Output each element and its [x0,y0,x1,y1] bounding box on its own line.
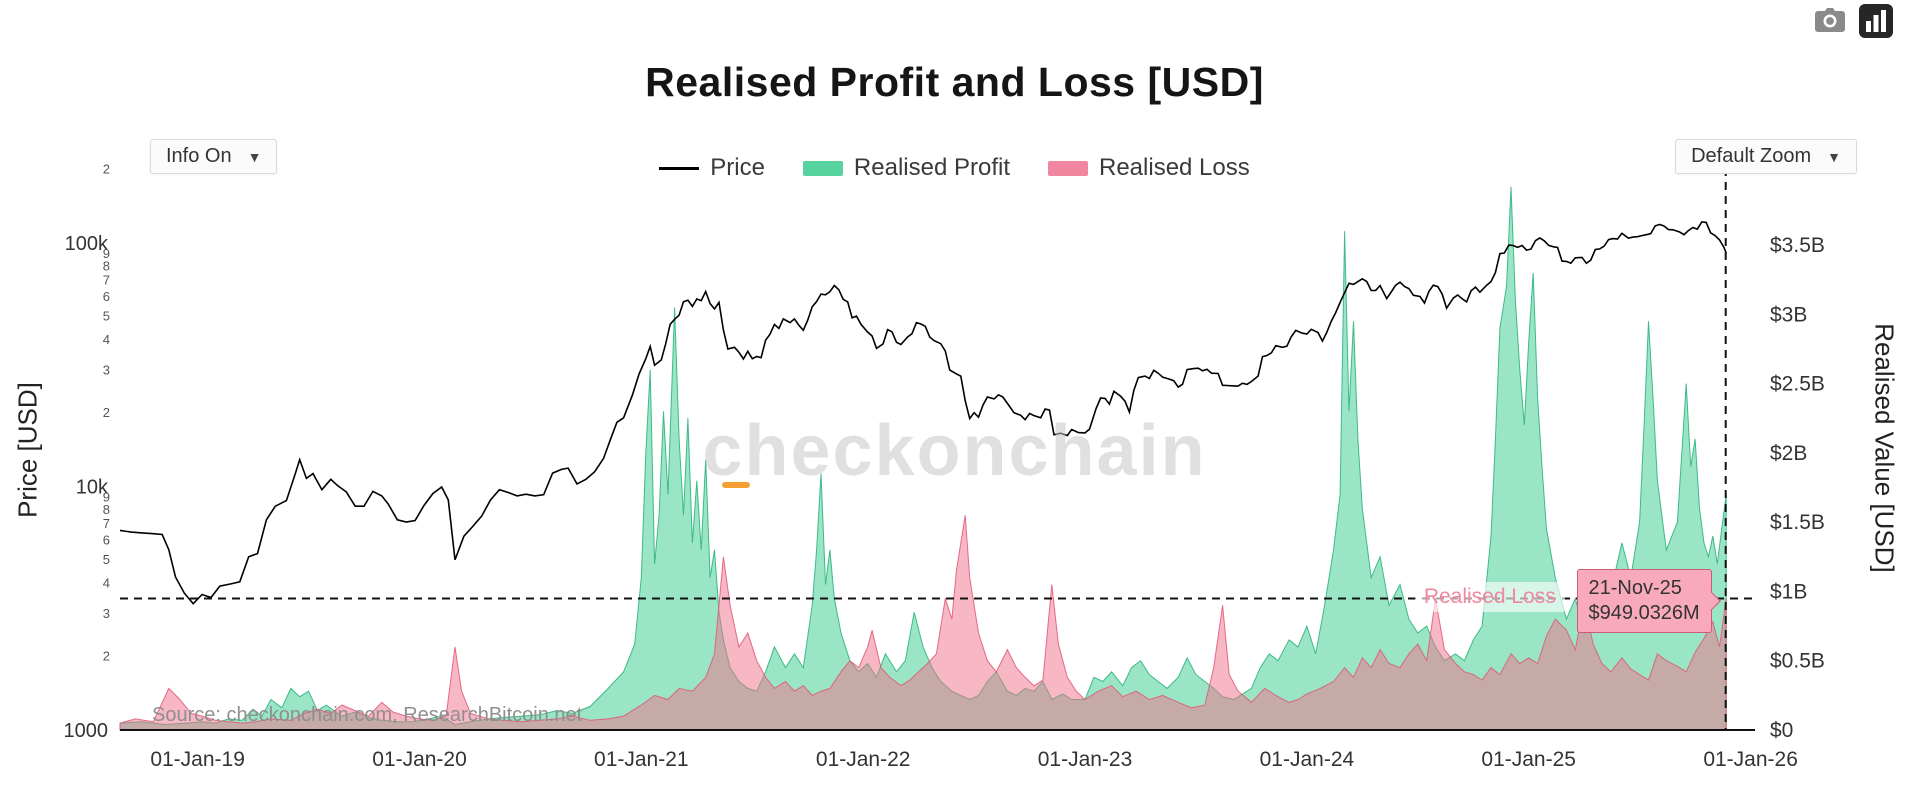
y-left-tick-label: 100k [65,233,109,255]
y-left-minor-tick-label: 9 [103,246,110,261]
hover-series-label: Realised Loss [1414,582,1565,613]
chevron-down-icon: ▼ [247,148,262,165]
realised-profit-swatch-icon [802,160,843,176]
y-right-tick-label: $2.5B [1770,373,1825,396]
checkonchain-logo-icon[interactable] [1859,4,1893,38]
page-title: Realised Profit and Loss [USD] [645,59,1264,106]
y-left-minor-tick-label: 5 [103,552,110,567]
y-left-minor-tick-label: 5 [103,308,110,323]
legend-item-realised-profit[interactable]: Realised Profit [802,154,1010,182]
y-left-minor-tick-label: 7 [103,516,110,531]
y-right-tick-label: $0 [1770,719,1793,742]
realised-profit-area [119,186,1727,731]
chevron-down-icon: ▼ [1827,148,1841,165]
info-on-label: Info On [166,145,232,167]
y-left-tick-label: 1000 [64,720,109,742]
realised-loss-area [119,515,1727,731]
camera-icon[interactable] [1815,8,1845,34]
hover-tooltip: 21-Nov-25 $949.0326M [1576,569,1722,634]
y-right-tick-label: $1B [1770,580,1807,603]
legend-label-realised-loss: Realised Loss [1099,154,1250,181]
y-axis-title-right: Realised Value [USD] [1869,323,1900,573]
modebar [1815,4,1893,38]
tooltip-value: $949.0326M [1588,602,1700,625]
y-left-minor-tick-label: 7 [103,273,110,288]
legend-item-realised-loss[interactable]: Realised Loss [1048,154,1250,182]
y-right-tick-label: $0.5B [1770,650,1825,673]
legend-label-price: Price [710,154,765,181]
legend-label-realised-profit: Realised Profit [853,154,1010,181]
tooltip-date: 21-Nov-25 [1588,577,1682,600]
x-tick-label: 01-Jan-21 [594,748,689,771]
x-tick-label: 01-Jan-25 [1481,748,1576,771]
y-left-minor-tick-label: 2 [103,649,110,664]
legend: Price Realised Profit Realised Loss [0,154,1909,182]
x-tick-label: 01-Jan-24 [1260,748,1355,771]
y-right-tick-label: $3.5B [1770,234,1825,257]
y-left-minor-tick-label: 4 [103,575,110,590]
x-tick-label: 01-Jan-26 [1703,748,1798,771]
x-tick-label: 01-Jan-23 [1038,748,1133,771]
y-axis-title-left: Price [USD] [12,382,43,518]
y-left-minor-tick-label: 6 [103,533,110,548]
info-on-dropdown[interactable]: Info On ▼ [150,139,278,174]
legend-item-price[interactable]: Price [659,154,765,182]
y-left-minor-tick-label: 2 [103,405,110,420]
y-left-minor-tick-label: 8 [103,259,110,274]
source-attribution: Source: checkonchain.com, ResearchBitcoi… [152,704,583,726]
x-tick-label: 01-Jan-20 [372,748,467,771]
price-line [119,221,1727,605]
x-tick-label: 01-Jan-19 [150,748,245,771]
x-tick-label: 01-Jan-22 [816,748,911,771]
default-zoom-label: Default Zoom [1691,145,1812,167]
y-left-minor-tick-label: 9 [103,490,110,505]
y-left-minor-tick-label: 8 [103,502,110,517]
y-right-tick-label: $3B [1770,303,1807,326]
y-left-minor-tick-label: 4 [103,332,110,347]
y-right-tick-label: $1.5B [1770,511,1825,534]
default-zoom-dropdown[interactable]: Default Zoom ▼ [1675,139,1857,174]
realised-loss-swatch-icon [1048,160,1088,176]
y-left-minor-tick-label: 3 [103,362,110,377]
y-left-minor-tick-label: 3 [103,606,110,621]
price-line-swatch-icon [659,166,700,170]
y-left-minor-tick-label: 6 [103,289,110,304]
y-left-tick-label: 10k [76,477,109,499]
y-right-tick-label: $2B [1770,442,1807,465]
y-left-minor-tick-label: 2 [103,162,110,177]
